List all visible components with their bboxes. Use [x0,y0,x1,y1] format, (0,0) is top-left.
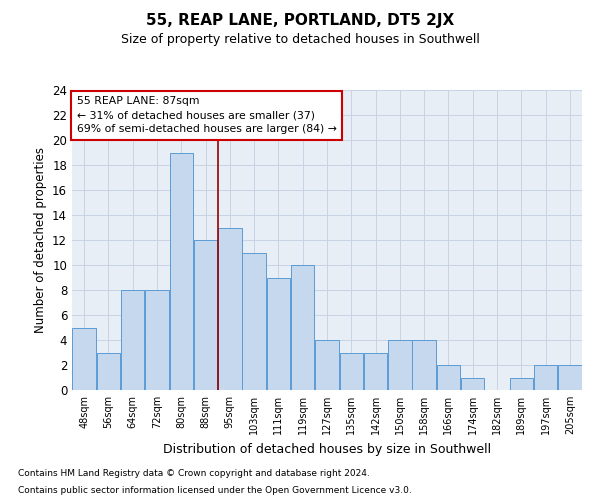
X-axis label: Distribution of detached houses by size in Southwell: Distribution of detached houses by size … [163,442,491,456]
Text: Size of property relative to detached houses in Southwell: Size of property relative to detached ho… [121,32,479,46]
Bar [73,328,96,390]
Bar [437,365,460,390]
Bar [534,365,557,390]
Bar [558,365,581,390]
Bar [121,290,145,390]
Bar [145,290,169,390]
Bar [291,265,314,390]
Bar [170,152,193,390]
Text: 55 REAP LANE: 87sqm
← 31% of detached houses are smaller (37)
69% of semi-detach: 55 REAP LANE: 87sqm ← 31% of detached ho… [77,96,337,134]
Text: Contains public sector information licensed under the Open Government Licence v3: Contains public sector information licen… [18,486,412,495]
Bar [218,228,242,390]
Bar [388,340,412,390]
Bar [266,278,290,390]
Y-axis label: Number of detached properties: Number of detached properties [34,147,47,333]
Bar [340,352,363,390]
Bar [461,378,484,390]
Bar [242,252,266,390]
Bar [364,352,388,390]
Bar [315,340,339,390]
Bar [97,352,120,390]
Text: 55, REAP LANE, PORTLAND, DT5 2JX: 55, REAP LANE, PORTLAND, DT5 2JX [146,12,454,28]
Text: Contains HM Land Registry data © Crown copyright and database right 2024.: Contains HM Land Registry data © Crown c… [18,468,370,477]
Bar [412,340,436,390]
Bar [509,378,533,390]
Bar [194,240,217,390]
